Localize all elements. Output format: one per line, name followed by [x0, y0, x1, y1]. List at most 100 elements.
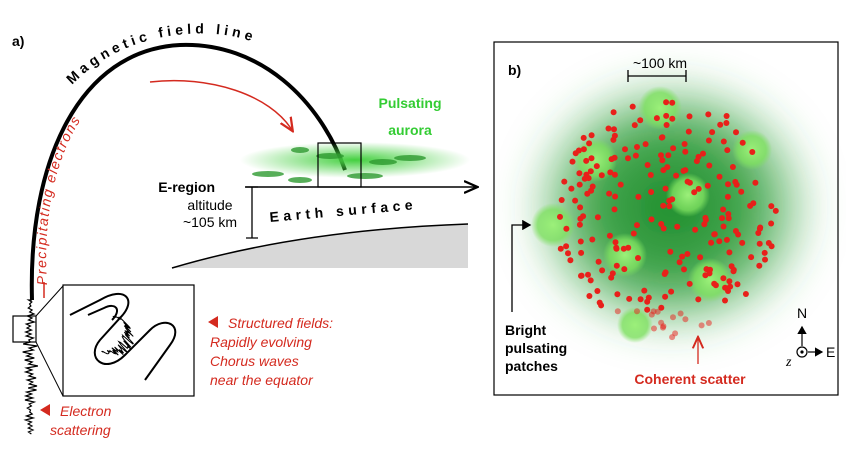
scatter-dot: [667, 249, 673, 255]
scatter-dot: [586, 293, 592, 299]
scatter-dot: [594, 163, 600, 169]
scatter-dot: [660, 203, 666, 209]
scatter-dot: [632, 122, 638, 128]
scatter-dot: [692, 227, 698, 233]
scatter-dot: [631, 231, 637, 237]
scatter-dot: [757, 226, 763, 232]
scatter-dot: [739, 240, 745, 246]
scatter-dot: [644, 307, 650, 313]
e-region-text: ~105 km: [183, 214, 237, 230]
scatter-dot: [706, 138, 712, 144]
structured-label: Structured fields: Rapidly evolving Chor…: [208, 315, 333, 388]
scatter-dot: [614, 263, 620, 269]
scatter-dot: [577, 182, 583, 188]
scattering-text: scattering: [50, 422, 111, 438]
scatter-dot: [673, 173, 679, 179]
scatter-dot: [581, 146, 587, 152]
scatter-dot: [589, 237, 595, 243]
scatter-dot: [703, 217, 709, 223]
scatter-dot: [557, 214, 563, 220]
scatter-dot: [648, 172, 654, 178]
scatter-dot: [766, 240, 772, 246]
scatter-dot: [561, 179, 567, 185]
scatter-dot: [768, 203, 774, 209]
scatter-dot: [579, 273, 585, 279]
scatter-dot: [727, 284, 733, 290]
scatter-dot: [750, 200, 756, 206]
scattering-label: Electron scattering: [40, 403, 112, 438]
scatter-dot: [721, 139, 727, 145]
scale-label: ~100 km: [633, 55, 687, 71]
scatter-dot: [725, 211, 731, 217]
scatter-dot: [724, 113, 730, 119]
scatter-dot: [633, 153, 639, 159]
scatter-dot: [720, 275, 726, 281]
scatter-dot: [634, 222, 640, 228]
scatter-dot: [572, 198, 578, 204]
scatter-dot: [773, 208, 779, 214]
scatter-dot: [734, 182, 740, 188]
scatter-dot: [670, 145, 676, 151]
scatter-dot: [735, 281, 741, 287]
scatter-dot: [612, 133, 618, 139]
scatter-dot: [613, 239, 619, 245]
scatter-dot: [699, 322, 705, 328]
scatter-dot: [682, 141, 688, 147]
altitude-bar: [246, 187, 258, 238]
scatter-dot: [682, 167, 688, 173]
scatter-dot: [717, 122, 723, 128]
scatter-dot: [757, 241, 763, 247]
scatter-dot: [599, 172, 605, 178]
scatter-dot: [660, 325, 666, 331]
compass-z-dot: [800, 350, 803, 353]
scatter-dot: [738, 189, 744, 195]
scatter-dot: [651, 326, 657, 332]
scatter-dot: [662, 294, 668, 300]
scatter-dot: [706, 163, 712, 169]
scatter-dot: [670, 314, 676, 320]
scatter-dot: [733, 129, 739, 135]
scatter-dot: [668, 289, 674, 295]
structured-text: Rapidly evolving: [210, 334, 312, 350]
scatter-dot: [687, 281, 693, 287]
patches-label: patches: [505, 358, 558, 374]
scatter-dot: [606, 126, 612, 132]
north-label: N: [797, 305, 807, 321]
scatter-dot: [567, 257, 573, 263]
scatter-dot: [634, 144, 640, 150]
e-region-title: E-region: [158, 179, 215, 195]
scatter-dot: [669, 100, 675, 106]
scatter-dot: [684, 251, 690, 257]
scatter-dot: [651, 308, 657, 314]
scatter-dot: [709, 129, 715, 135]
scatter-dot: [659, 134, 665, 140]
east-label: E: [826, 344, 835, 360]
scatter-dot: [595, 214, 601, 220]
scatter-dot: [646, 295, 652, 301]
scatter-dot: [724, 147, 730, 153]
surface-label: Earth surface: [269, 196, 418, 225]
scatter-dot: [634, 308, 640, 314]
scatter-dot: [558, 246, 564, 252]
scatter-dot: [663, 186, 669, 192]
scatter-dot: [621, 266, 627, 272]
electron-arrow: [150, 81, 292, 130]
scatter-dot: [663, 269, 669, 275]
scatter-dot: [576, 170, 582, 176]
scatter-dot: [590, 184, 596, 190]
scatter-dot: [664, 122, 670, 128]
scatter-dot: [610, 270, 616, 276]
scatter-dot: [682, 149, 688, 155]
scatter-dot: [762, 257, 768, 263]
scatter-dot: [659, 157, 665, 163]
scatter-dot: [589, 155, 595, 161]
scatter-dot: [706, 320, 712, 326]
scatter-dot: [700, 151, 706, 157]
scatter-dot: [568, 186, 574, 192]
scatter-dot: [635, 194, 641, 200]
scatter-dot: [749, 149, 755, 155]
scatter-dot: [577, 204, 583, 210]
scatter-dot: [594, 288, 600, 294]
scatter-dot: [654, 115, 660, 121]
scatter-dot: [563, 226, 569, 232]
